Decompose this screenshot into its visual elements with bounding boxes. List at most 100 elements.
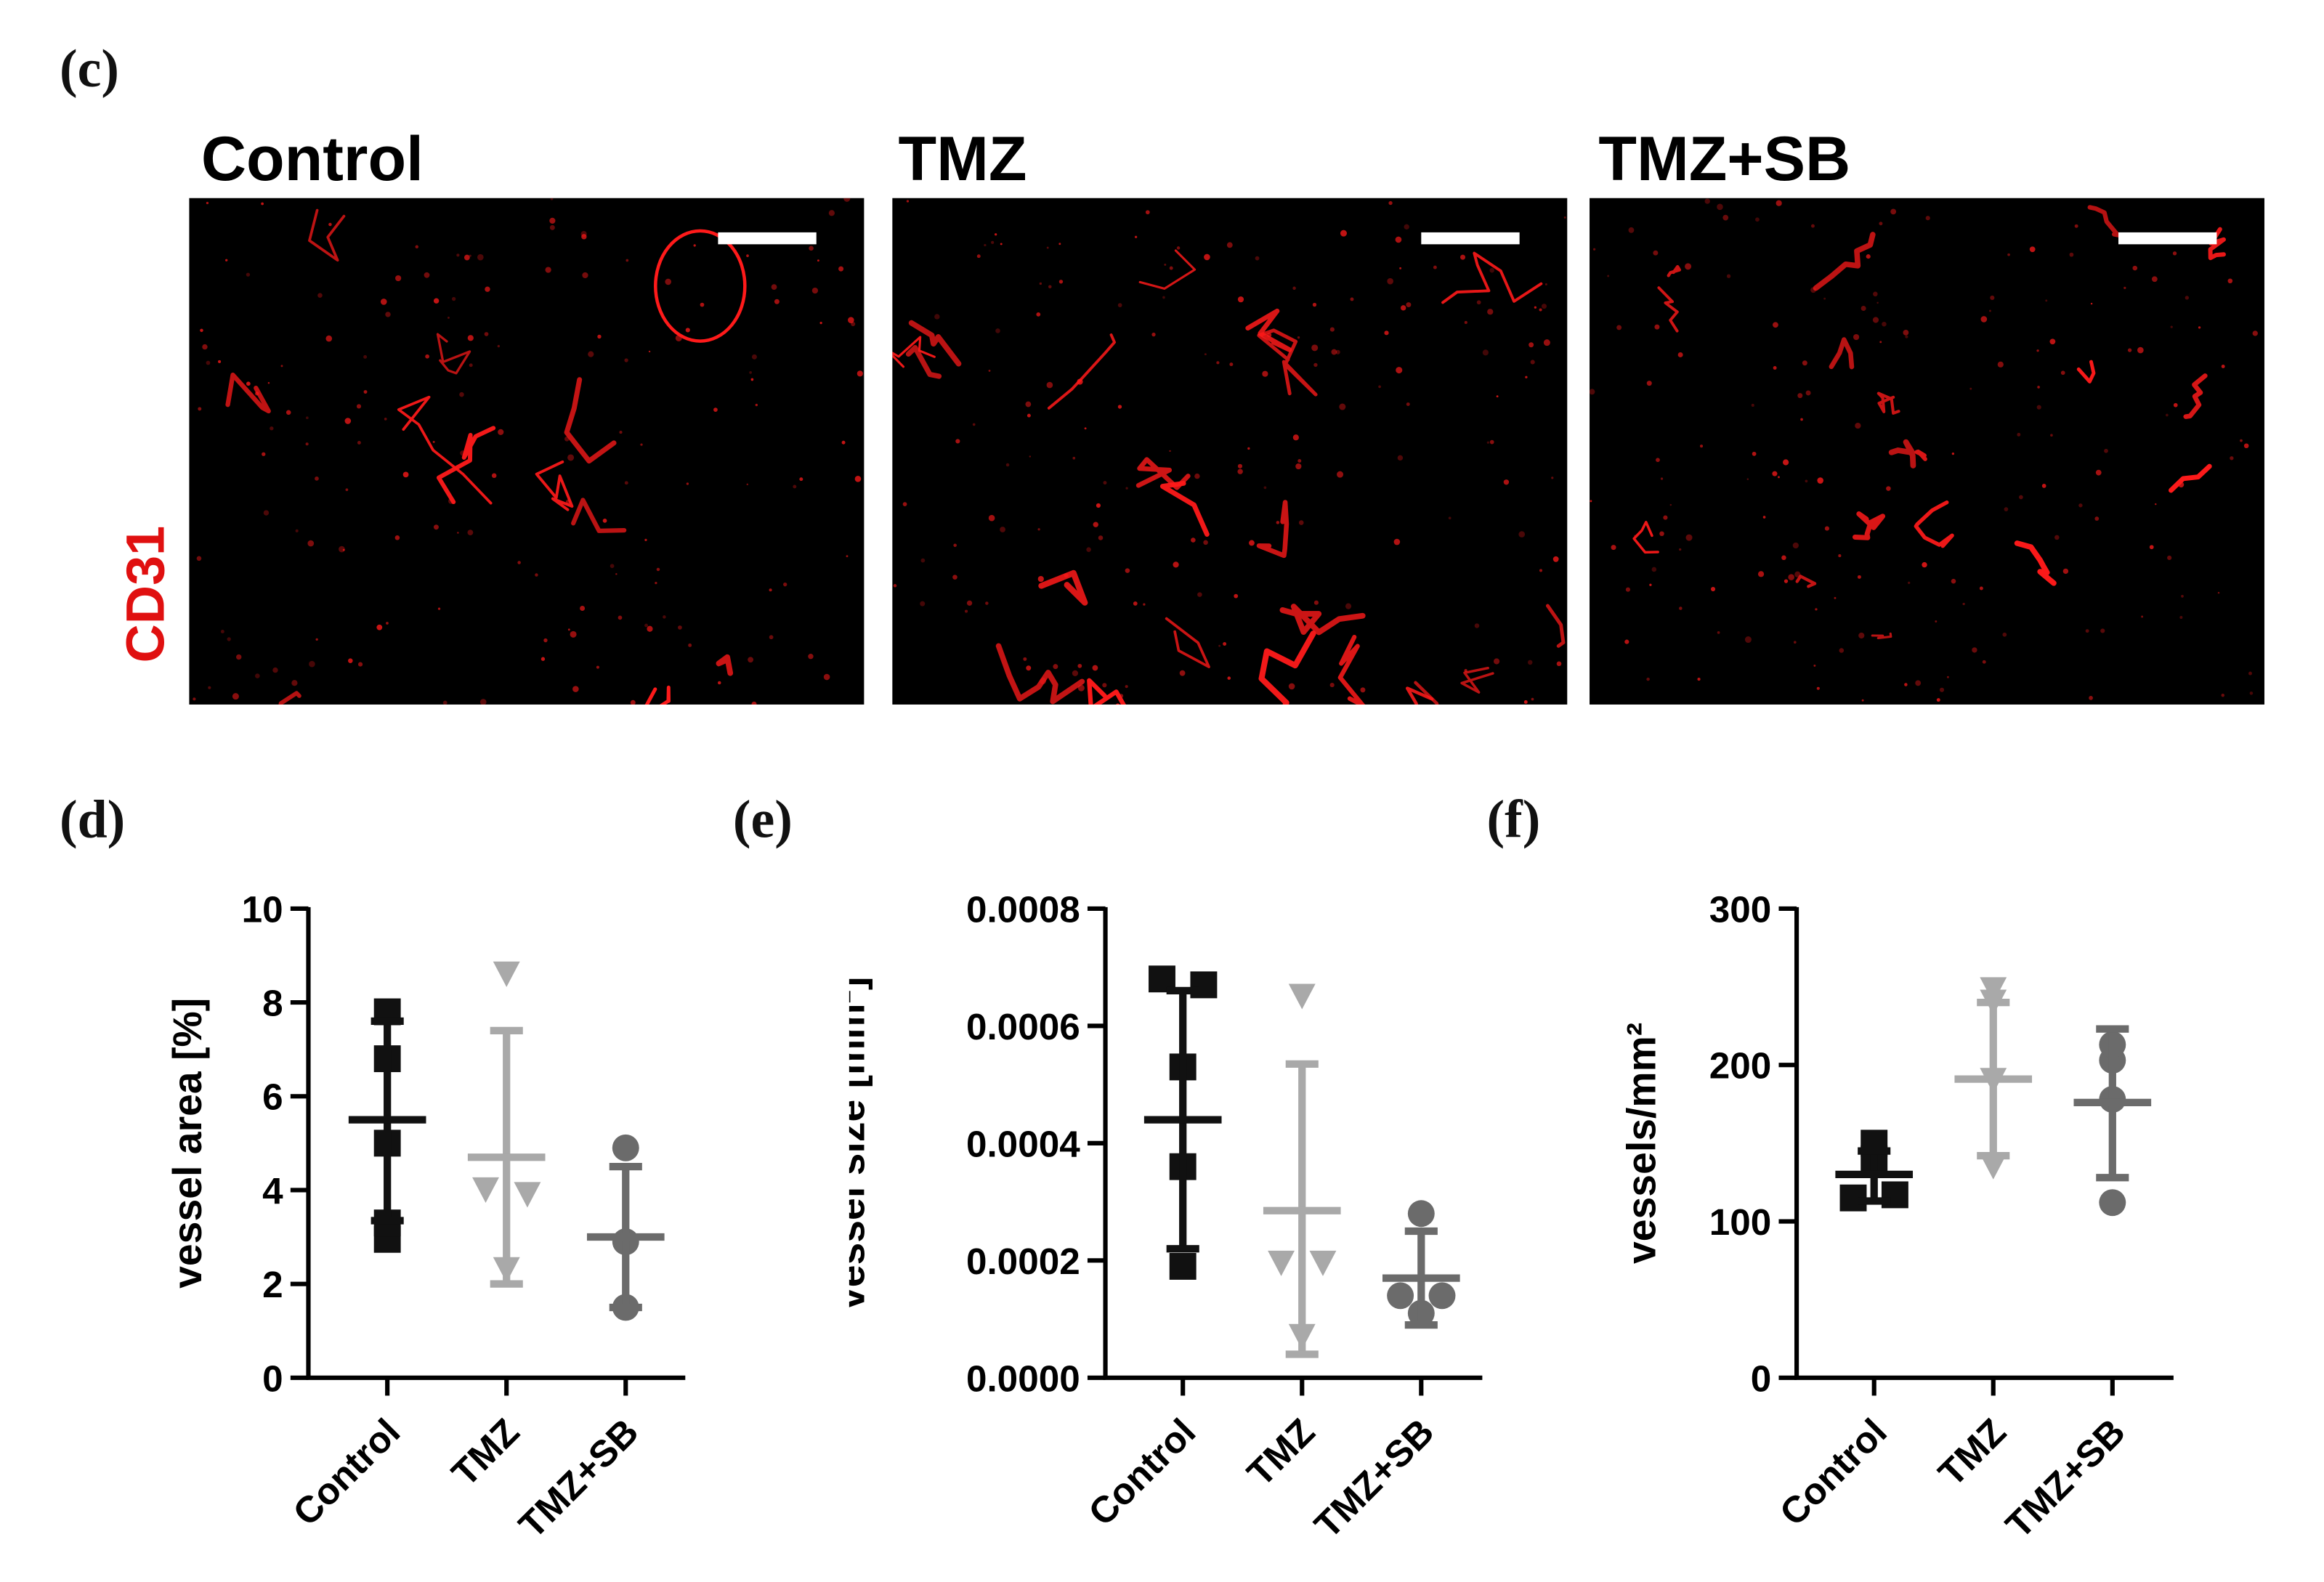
vessel-speck [498,429,504,435]
vessel-speck [1772,471,1778,476]
panel-d-label: (d) [60,789,126,849]
vessel-speck [198,407,202,411]
vessel-speck [232,693,239,700]
vessel-speck [517,561,521,564]
vessel-speck [1855,422,1861,429]
vessel-speck [854,475,862,482]
vessel-speck [1773,366,1777,370]
vessel-speck [2240,439,2243,442]
vessel-strand [644,685,671,705]
vessel-speck [1292,286,1296,291]
vessel-speck [988,514,995,522]
y-tick-label: 6 [262,1076,283,1118]
vessel-speck [2037,386,2040,389]
vessel-speck [1757,571,1765,577]
vessel-speck [1908,581,1911,585]
vessel-speck [848,317,854,323]
y-tick-label: 2 [262,1264,283,1305]
vessel-speck [402,471,409,478]
vessel-speck [1656,458,1660,463]
vessel-strand [564,377,617,464]
vessel-speck [2137,346,2144,354]
vessel-speck [615,573,618,575]
y-tick-label: 0 [1751,1358,1772,1399]
vessel-speck [1813,664,1816,667]
vessel-speck [618,615,623,620]
vessel-speck [344,418,352,424]
vessel-strand [1876,392,1900,415]
vessel-speck [1669,503,1672,506]
vessel-strand [397,395,493,505]
vessel-speck [1329,683,1335,688]
vessel-speck [1058,280,1064,284]
vessel-strand [436,426,496,505]
micrograph-tmz [892,198,1568,705]
vessel-speck [1523,700,1528,704]
vessel-speck [1744,636,1752,644]
vessel-speck [469,254,471,257]
vessel-strand [1914,449,1927,461]
vessel-speck [1005,463,1010,467]
vessel-speck [425,354,429,359]
vessel-speck [1227,676,1231,680]
vessel-speck [1339,403,1346,410]
vessel-strand [2014,540,2057,586]
vessel-speck [700,302,705,307]
vessel-speck [2060,370,2065,376]
y-tick-label: 10 [242,888,283,930]
vessel-speck [1717,203,1723,211]
vessel-speck [1817,477,1823,484]
vessel-speck [2249,691,2254,695]
vessel-speck [1295,463,1302,470]
vessel-speck [543,638,548,643]
vessel-speck [1861,305,1866,311]
vessel-speck [291,680,298,686]
vessel-strand [2076,360,2096,384]
point-square [1169,1252,1197,1280]
vessel-speck [1145,210,1150,215]
point-triangle [1980,1153,2007,1180]
vessel-strand [1405,686,1434,705]
vessel-speck [442,700,448,705]
vessel-speck [1663,515,1668,520]
series-tmz [1263,983,1341,1358]
vessel-speck [1072,670,1079,676]
vessel-speck [1628,227,1635,233]
series-control [1143,965,1222,1280]
vessel-speck [934,314,940,320]
vessel-speck [597,334,602,339]
vessel-speck [202,344,208,350]
vessel-speck [2173,402,2178,407]
vessel-strand [2087,205,2124,238]
vessel-speck [572,686,579,692]
vessel-speck [2074,224,2078,228]
vessel-speck [1834,596,1837,599]
vessel-speck [535,573,538,577]
vessel-speck [2094,516,2100,521]
vessel-speck [1262,370,1268,377]
vessel-speck [307,540,315,547]
vessel-speck [1857,575,1861,579]
vessel-speck [1611,545,1616,551]
point-triangle [1980,977,2007,1003]
vessel-speck [1915,680,1922,686]
vessel-speck [755,403,758,407]
vessel-speck [1853,333,1860,341]
vessel-speck [1125,568,1130,573]
vessel-speck [1876,301,1879,304]
vessel-speck [484,332,489,336]
vessel-strand [908,320,962,367]
vessel-speck [2089,696,2093,700]
vessel-speck [1788,574,1794,580]
vessel-speck [828,210,835,216]
micrograph-title-tmz-sb: TMZ+SB [1598,123,1851,194]
vessel-speck [1726,274,1731,278]
vessel-speck [295,529,299,532]
vessel-strand [1087,678,1126,705]
vessel-speck [459,392,464,397]
vessel-speck [1781,555,1786,561]
vessel-speck [1378,385,1381,389]
vessel-speck [2127,348,2132,352]
vessel-speck [456,253,460,257]
vessel-speck [749,371,752,374]
